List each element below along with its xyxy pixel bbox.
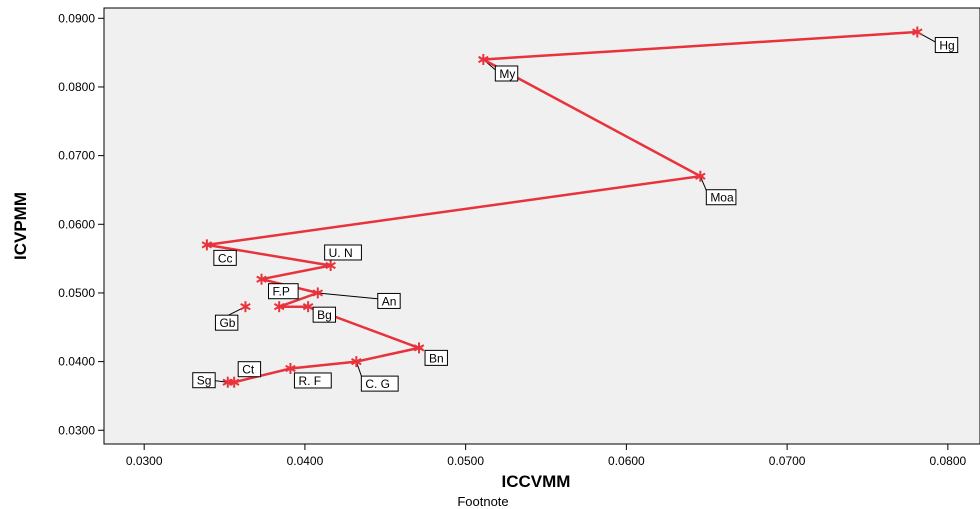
point-label-text: Hg — [939, 39, 954, 53]
point-label-text: F.P — [273, 285, 290, 299]
point-label-text: Moa — [710, 191, 734, 205]
point-label-text: Gb — [219, 316, 235, 330]
data-point — [302, 301, 314, 313]
y-tick-label: 0.0400 — [58, 355, 95, 369]
point-label: Gb — [214, 314, 239, 331]
label-leader — [317, 292, 380, 300]
point-label: R. F — [293, 372, 332, 389]
data-point-isolated — [240, 301, 251, 313]
data-point — [285, 362, 296, 374]
data-point — [912, 26, 923, 38]
data-point — [695, 170, 706, 182]
point-label: Bn — [424, 349, 448, 366]
data-point — [312, 287, 324, 299]
data-point — [351, 356, 362, 368]
point-label-text: Ct — [242, 363, 255, 377]
data-point — [325, 259, 336, 271]
y-axis: 0.0300 0.0400 0.0500 0.0600 0.0700 0.0800 0.09… — [58, 11, 104, 437]
point-label: Ct — [237, 361, 262, 378]
data-point — [222, 376, 234, 388]
y-tick-label: 0.0700 — [58, 149, 95, 163]
point-label-text: An — [382, 294, 397, 308]
y-tick-label: 0.0500 — [58, 286, 95, 300]
x-tick-label: 0.0700 — [769, 454, 806, 468]
y-tick-label: 0.0300 — [58, 423, 95, 437]
point-label-text: U. N — [329, 246, 353, 260]
data-point — [256, 273, 267, 285]
point-label: C. G — [360, 375, 399, 392]
point-label-text: Sg — [197, 374, 212, 388]
point-label-text: My — [499, 67, 515, 81]
x-tick-label: 0.0600 — [608, 454, 645, 468]
x-axis: 0.0300 0.0400 0.0500 0.0600 0.0700 0.0800 — [126, 444, 967, 468]
series-line — [206, 30, 918, 384]
y-tick-label: 0.0600 — [58, 217, 95, 231]
y-tick-label: 0.0900 — [58, 11, 95, 25]
point-label: Cc — [213, 249, 237, 266]
data-point — [413, 342, 425, 354]
x-tick-label: 0.0300 — [126, 454, 163, 468]
point-label: Moa — [705, 189, 737, 206]
point-label: F.P — [268, 283, 299, 300]
data-point — [201, 239, 213, 251]
y-tick-label: 0.0800 — [58, 80, 95, 94]
point-label-text: Bg — [317, 308, 332, 322]
point-label: Sg — [192, 372, 216, 389]
point-label-text: Cc — [218, 251, 233, 265]
x-axis-title: ICCVMM — [502, 472, 571, 491]
data-point — [478, 53, 489, 65]
x-tick-label: 0.0400 — [287, 454, 324, 468]
point-label-text: Bn — [429, 351, 444, 365]
data-point — [273, 301, 285, 313]
point-markers — [201, 26, 923, 388]
x-tick-label: 0.0800 — [930, 454, 967, 468]
point-label: Bg — [312, 306, 337, 323]
x-tick-label: 0.0500 — [447, 454, 484, 468]
point-label: Hg — [934, 37, 959, 54]
plot-area — [103, 7, 980, 445]
footnote: Footnote — [457, 494, 508, 509]
point-label: An — [377, 292, 401, 309]
point-labels: Hg My Moa Cc U. N F.P An Bg Bn C. G R. F Ct Sg Gb — [192, 37, 959, 392]
point-label: U. N — [324, 244, 362, 261]
y-axis-title: ICVPMM — [11, 192, 30, 260]
point-label-text: C. G — [365, 377, 390, 391]
point-label-text: R. F — [298, 374, 321, 388]
point-label: My — [494, 65, 519, 82]
